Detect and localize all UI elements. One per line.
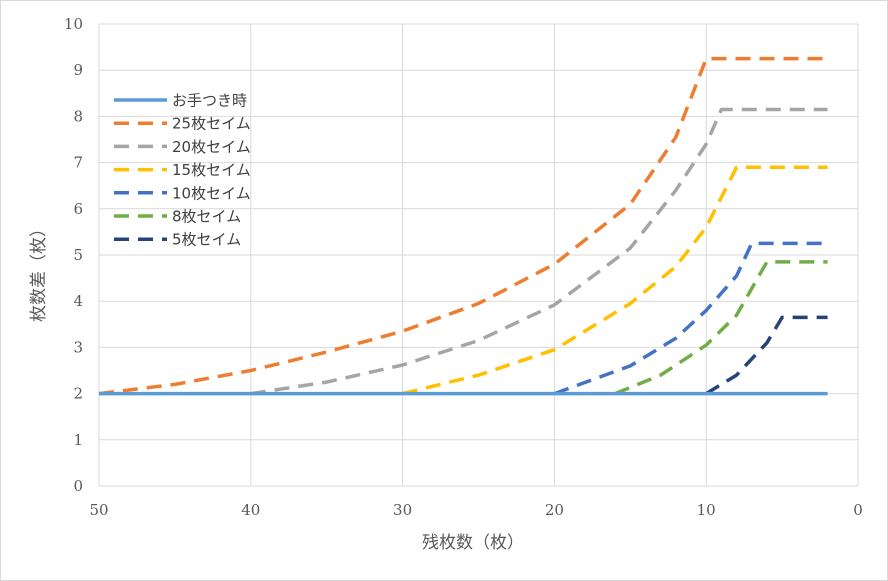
series-line-5 xyxy=(614,260,828,396)
legend-label: 25枚セイム xyxy=(172,115,251,133)
y-tick-label: 7 xyxy=(73,154,83,172)
legend-label: 5枚セイム xyxy=(172,231,241,249)
y-tick-label: 3 xyxy=(73,338,83,356)
series-line-3 xyxy=(402,165,828,396)
legend-label: 20枚セイム xyxy=(172,138,251,156)
x-tick-label: 50 xyxy=(89,501,108,519)
y-tick-label: 5 xyxy=(73,246,83,264)
x-tick-label: 40 xyxy=(241,501,260,519)
series-line-2 xyxy=(250,107,828,396)
x-tick-label: 20 xyxy=(545,501,564,519)
y-tick-label: 1 xyxy=(73,431,83,449)
y-tick-label: 4 xyxy=(73,292,83,310)
y-tick-label: 2 xyxy=(73,385,83,403)
y-tick-label: 9 xyxy=(73,61,83,79)
series-line-4 xyxy=(553,241,828,396)
y-tick-label: 8 xyxy=(73,107,83,125)
y-axis-ticks: 0 1 2 3 4 5 6 7 8 9 10 xyxy=(64,15,83,495)
y-tick-label: 0 xyxy=(73,477,83,495)
x-axis-title: 残枚数（枚） xyxy=(422,533,524,553)
legend-label: お手つき時 xyxy=(172,92,247,110)
y-tick-label: 10 xyxy=(64,15,83,33)
x-tick-label: 10 xyxy=(697,501,716,519)
legend: お手つき時 25枚セイム 20枚セイム 15枚セイム 10枚セイム 8枚セイム 5枚セイム xyxy=(114,92,251,249)
y-tick-label: 6 xyxy=(73,200,83,218)
legend-label: 15枚セイム xyxy=(172,161,251,179)
series-line-6 xyxy=(705,315,828,396)
gridlines xyxy=(98,23,859,487)
series-lines xyxy=(98,56,828,396)
x-axis-ticks: 50 40 30 20 10 0 xyxy=(89,501,862,519)
series-line-1 xyxy=(98,56,828,396)
x-tick-label: 0 xyxy=(853,501,863,519)
y-axis-title: 枚数差（枚） xyxy=(29,220,49,322)
legend-label: 8枚セイム xyxy=(172,208,241,226)
legend-label: 10枚セイム xyxy=(172,184,251,202)
x-tick-label: 30 xyxy=(393,501,412,519)
